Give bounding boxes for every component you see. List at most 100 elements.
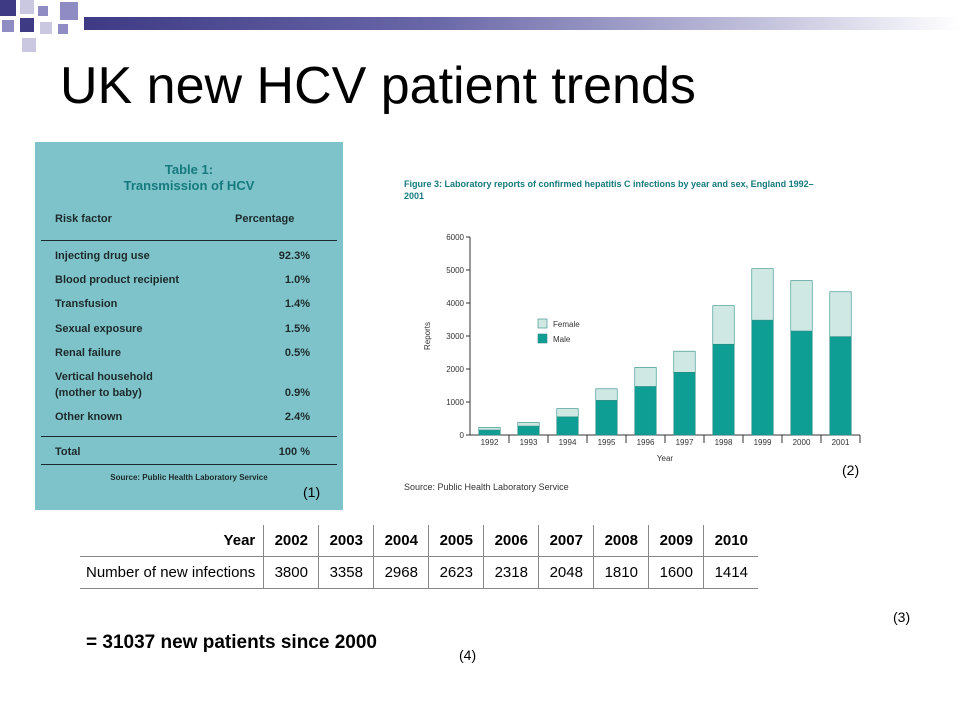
- risk-percentage: 92.3%: [278, 250, 310, 262]
- year-cell: 2008: [593, 525, 649, 557]
- y-tick-label: 0: [460, 431, 465, 440]
- count-cell: 2048: [538, 556, 594, 589]
- x-tick-label: 2001: [832, 438, 850, 447]
- bar-male: [478, 429, 501, 436]
- risk-factor: Transfusion: [55, 298, 118, 310]
- table1-row: (mother to baby) 0.9%: [55, 387, 310, 399]
- bar-female: [634, 367, 657, 387]
- count-cell: 1600: [648, 556, 704, 589]
- table1-total-row: Total 100 %: [55, 446, 310, 458]
- marker-1: (1): [303, 484, 321, 500]
- count-cell: 3800: [263, 556, 319, 589]
- x-tick-label: 2000: [793, 438, 811, 447]
- table1-title-line1: Table 1:: [164, 162, 214, 177]
- marker-3: (3): [893, 609, 911, 625]
- marker-2: (2): [842, 462, 860, 478]
- legend-swatch: [537, 333, 548, 344]
- risk-percentage: 0.9%: [284, 387, 310, 399]
- header-band: [84, 17, 960, 30]
- count-cell: 2623: [428, 556, 484, 589]
- table1-row: Blood product recipient 1.0%: [55, 274, 310, 286]
- transmission-table: Table 1: Transmission of HCV Risk factor…: [35, 142, 343, 510]
- x-tick-label: 1999: [754, 438, 772, 447]
- year-cell: 2007: [538, 525, 594, 557]
- figure-caption: Figure 3: Laboratory reports of confirme…: [404, 179, 814, 201]
- year-cell: 2002: [263, 525, 319, 557]
- bar-female: [478, 427, 501, 431]
- bar-male: [712, 343, 735, 436]
- risk-factor: Renal failure: [55, 347, 122, 359]
- year-cell: 2004: [373, 525, 429, 557]
- risk-factor: Sexual exposure: [55, 323, 143, 335]
- count-cell: 2318: [483, 556, 539, 589]
- bar-male: [790, 330, 813, 436]
- table1-row: Injecting drug use 92.3%: [55, 250, 310, 262]
- legend-swatch: [537, 318, 548, 329]
- year-cell: 2010: [703, 525, 759, 557]
- table-row: Year 2002 2003 2004 2005 2006 2007 2008 …: [80, 525, 759, 557]
- bar-male: [673, 372, 696, 436]
- count-header: Number of new infections: [80, 556, 265, 589]
- total-percentage: 100 %: [278, 446, 310, 458]
- risk-percentage: 2.4%: [284, 411, 310, 423]
- hcv-reports-chart: 0 1000 2000 3000 4000 5000 6000 Reports 1992 1993…: [423, 233, 861, 463]
- legend-label: Male: [553, 335, 571, 344]
- y-axis-label: Reports: [423, 322, 432, 350]
- y-tick-label: 5000: [446, 266, 464, 275]
- bar-female: [829, 291, 852, 337]
- bar-female: [556, 408, 579, 418]
- count-cell: 3358: [318, 556, 374, 589]
- table1-row: Renal failure 0.5%: [55, 347, 310, 359]
- bar-female: [595, 388, 618, 401]
- y-tick-label: 4000: [446, 299, 464, 308]
- risk-percentage: 1.0%: [284, 274, 310, 286]
- risk-factor: Other known: [55, 411, 123, 423]
- year-cell: 2003: [318, 525, 374, 557]
- table1-row: Transfusion 1.4%: [55, 298, 310, 310]
- risk-percentage: 0.5%: [284, 347, 310, 359]
- year-cell: 2009: [648, 525, 704, 557]
- bar-male: [829, 336, 852, 436]
- count-cell: 2968: [373, 556, 429, 589]
- risk-percentage: 1.5%: [284, 323, 310, 335]
- table1-rule: [41, 240, 337, 241]
- y-tick-label: 6000: [446, 233, 464, 242]
- bar-male: [517, 425, 540, 436]
- risk-factor: (mother to baby): [55, 387, 142, 399]
- table1-rule: [41, 436, 337, 437]
- y-tick-label: 3000: [446, 332, 464, 341]
- bar-male: [751, 319, 774, 436]
- bar-female: [517, 422, 540, 427]
- x-axis-label: Year: [657, 454, 674, 463]
- bar-male: [595, 400, 618, 436]
- bar-female: [790, 280, 813, 332]
- new-infections-table: Year 2002 2003 2004 2005 2006 2007 2008 …: [80, 525, 759, 589]
- summary-text: = 31037 new patients since 2000: [86, 632, 377, 653]
- table1-row: Sexual exposure 1.5%: [55, 323, 310, 335]
- bar-female: [712, 305, 735, 345]
- bar-female: [673, 350, 696, 373]
- slide-title: UK new HCV patient trends: [60, 57, 696, 115]
- table1-title-line2: Transmission of HCV: [123, 178, 255, 193]
- x-tick-label: 1993: [520, 438, 538, 447]
- count-cell: 1414: [703, 556, 759, 589]
- marker-4: (4): [459, 647, 477, 663]
- y-tick-label: 1000: [446, 398, 464, 407]
- x-tick-label: 1992: [481, 438, 499, 447]
- table-row: Number of new infections 3800 3358 2968 …: [80, 556, 759, 589]
- legend-label: Female: [553, 320, 580, 329]
- x-tick-label: 1998: [715, 438, 733, 447]
- bar-female: [751, 268, 774, 321]
- bar-male: [634, 386, 657, 436]
- table1-row: Other known 2.4%: [55, 411, 310, 423]
- x-tick-label: 1994: [559, 438, 577, 447]
- year-cell: 2005: [428, 525, 484, 557]
- count-cell: 1810: [593, 556, 649, 589]
- table1-rule: [41, 464, 337, 465]
- risk-percentage: 1.4%: [284, 298, 310, 310]
- x-tick-label: 1996: [637, 438, 655, 447]
- bar-male: [556, 416, 579, 436]
- x-tick-label: 1995: [598, 438, 616, 447]
- x-tick-label: 1997: [676, 438, 694, 447]
- figure-source: Source: Public Health Laboratory Service: [404, 482, 569, 492]
